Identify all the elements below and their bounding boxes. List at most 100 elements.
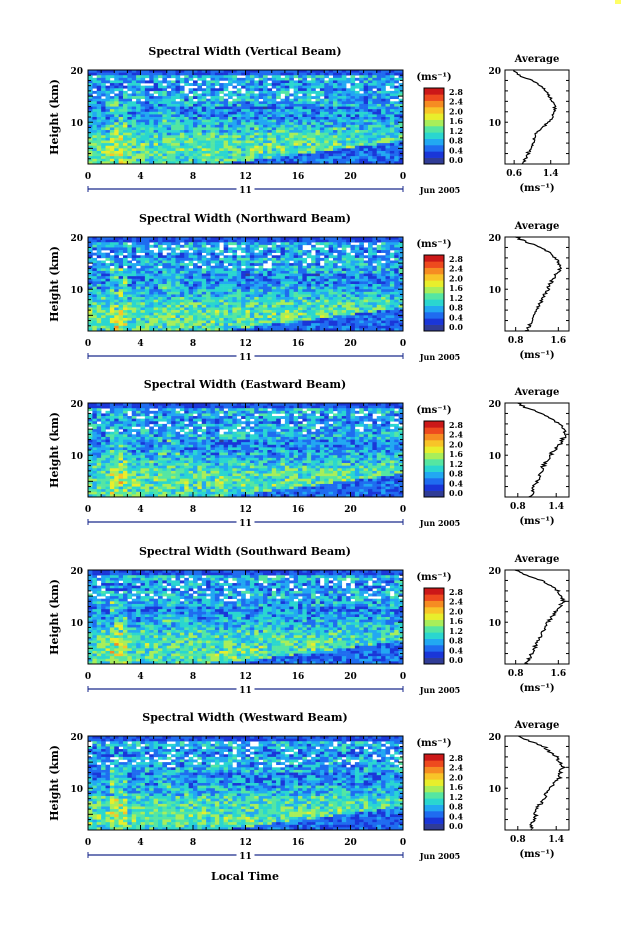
heatmap-cell (206, 145, 211, 149)
heatmap-cell (201, 106, 207, 110)
heatmap-cell (214, 122, 220, 126)
heatmap-cell (376, 278, 382, 282)
heatmap-cell (298, 158, 303, 162)
heatmap-cell (333, 127, 338, 131)
heatmap-cell (311, 281, 316, 285)
heatmap-cell (127, 315, 133, 319)
heatmap-cell (363, 265, 369, 269)
heatmap-cell (127, 153, 133, 157)
heatmap-cell (346, 328, 351, 332)
heatmap-cell (293, 304, 299, 308)
heatmap-cell (249, 278, 255, 282)
heatmap-cell (214, 268, 220, 272)
heatmap-cell (385, 109, 391, 113)
heatmap-cell (101, 317, 106, 321)
heatmap-cell (206, 312, 211, 316)
heatmap-cell (223, 132, 229, 136)
panel-title: Spectral Width (Vertical Beam) (148, 45, 341, 58)
heatmap-cell (284, 250, 290, 253)
heatmap-cell (341, 257, 347, 261)
heatmap-cell (293, 286, 299, 290)
heatmap-cell (109, 278, 115, 282)
heatmap-cell (149, 122, 154, 126)
heatmap-cell (210, 124, 216, 128)
heatmap-cell (179, 320, 185, 324)
heatmap-cell (219, 161, 224, 165)
heatmap-cell (319, 247, 325, 251)
heatmap-cell (276, 315, 281, 319)
heatmap-cell (368, 119, 373, 123)
heatmap-cell (210, 161, 216, 165)
heatmap-cell (381, 307, 386, 311)
heatmap-cell (219, 257, 224, 261)
heatmap-cell (210, 286, 216, 290)
heatmap-cell (368, 244, 373, 248)
heatmap-cell (197, 250, 203, 253)
heatmap-cell (166, 242, 172, 246)
heatmap-cell (276, 88, 281, 92)
heatmap-cell (284, 268, 290, 272)
heatmap-cell (175, 119, 181, 123)
heatmap-cell (319, 114, 325, 118)
heatmap-cell (263, 270, 268, 274)
heatmap-cell (144, 75, 150, 79)
heatmap-cell (188, 286, 194, 290)
heatmap-cell (315, 265, 321, 269)
heatmap-cell (333, 244, 338, 248)
heatmap-cell (354, 237, 360, 240)
heatmap-cell (127, 77, 133, 81)
heatmap-cell (263, 83, 268, 86)
heatmap-cell (341, 268, 347, 272)
heatmap-cell (232, 93, 238, 97)
heatmap-cell (179, 145, 185, 149)
heatmap-cell (140, 93, 146, 97)
heatmap-cell (311, 161, 316, 165)
heatmap-cell (153, 77, 159, 81)
heatmap-cell (206, 124, 211, 128)
heatmap-cell (324, 75, 329, 79)
heatmap-cell (232, 103, 238, 107)
heatmap-cell (166, 103, 172, 107)
heatmap-cell (171, 270, 176, 274)
heatmap-cell (188, 247, 194, 251)
heatmap-cell (210, 289, 216, 293)
heatmap-cell (389, 156, 395, 160)
heatmap-cell (394, 80, 399, 84)
heatmap-cell (346, 273, 351, 277)
heatmap-cell (293, 127, 299, 131)
heatmap-cell (280, 317, 286, 321)
heatmap-cell (197, 145, 203, 149)
heatmap-cell (96, 276, 102, 280)
heatmap-cell (263, 284, 268, 287)
heatmap-cell (114, 247, 119, 251)
heatmap-cell (254, 80, 259, 84)
heatmap-cell (219, 291, 224, 295)
heatmap-cell (131, 122, 137, 126)
heatmap-cell (219, 72, 224, 76)
heatmap-cell (131, 255, 137, 259)
heatmap-cell (184, 127, 189, 131)
heatmap-cell (219, 103, 224, 107)
heatmap-cell (302, 323, 308, 327)
heatmap-cell (206, 252, 211, 256)
heatmap-cell (136, 260, 141, 264)
heatmap-cell (175, 268, 181, 272)
heatmap-cell (96, 273, 102, 277)
heatmap-cell (162, 143, 168, 147)
heatmap-cell (284, 310, 290, 314)
heatmap-cell (197, 237, 203, 240)
heatmap-cell (289, 156, 294, 160)
heatmap-cell (158, 83, 163, 86)
heatmap-cell (319, 291, 325, 295)
heatmap-cell (328, 158, 334, 162)
heatmap-cell (140, 143, 146, 147)
heatmap-cell (92, 312, 98, 316)
heatmap-cell (123, 106, 128, 110)
heatmap-cell (162, 158, 168, 162)
heatmap-cell (114, 260, 119, 264)
heatmap-cell (354, 85, 360, 89)
heatmap-cell (109, 268, 115, 272)
heatmap-cell (298, 127, 303, 131)
heatmap-cell (311, 109, 316, 113)
heatmap-cell (193, 270, 198, 274)
